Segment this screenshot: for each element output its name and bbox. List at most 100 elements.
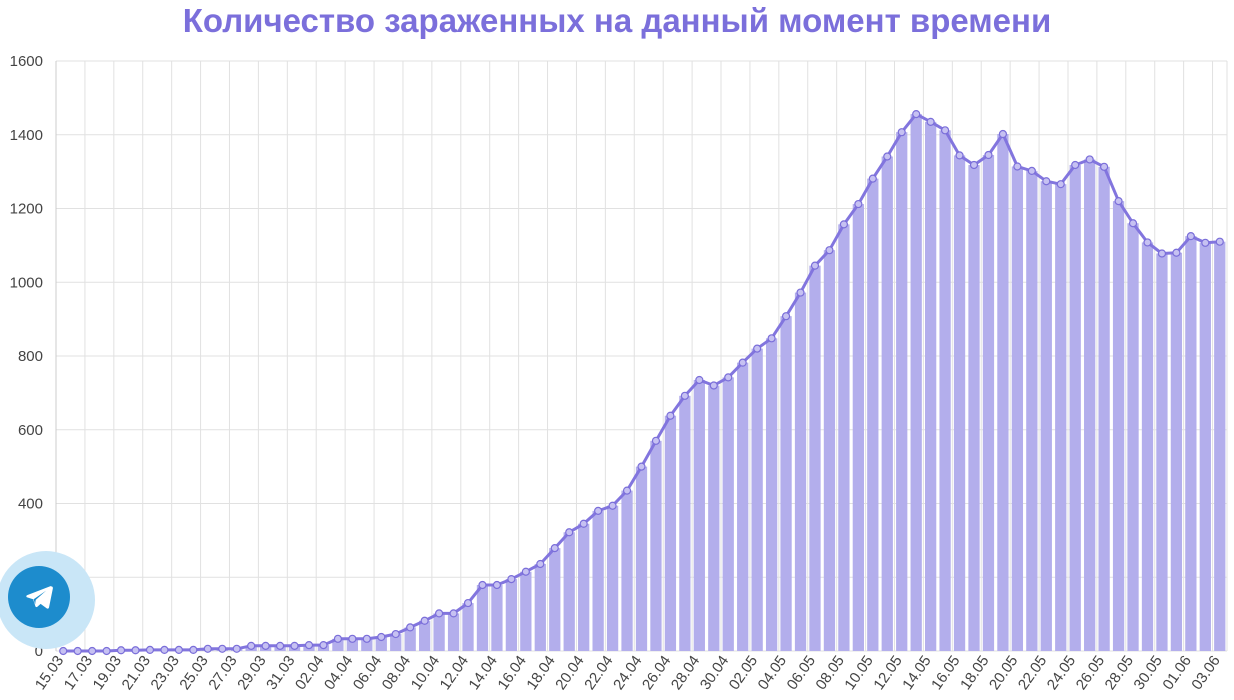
data-point: [1215, 237, 1224, 246]
x-tick-label: 19.03: [90, 653, 125, 694]
x-tick-label: 02.05: [726, 653, 761, 694]
bar: [737, 362, 749, 651]
data-point: [608, 501, 617, 510]
data-point: [926, 117, 935, 126]
bar: [1011, 166, 1024, 651]
x-tick-label: 25.03: [176, 653, 211, 694]
data-point: [767, 334, 776, 343]
data-point: [1157, 249, 1167, 258]
x-tick-label: 17.03: [61, 653, 96, 694]
x-tick-label: 16.05: [928, 653, 963, 694]
data-point: [912, 109, 921, 119]
data-point: [637, 462, 646, 471]
bar: [1156, 253, 1168, 652]
data-point: [218, 644, 227, 653]
bar: [1170, 252, 1183, 651]
data-point: [160, 645, 169, 654]
data-point: [753, 344, 762, 353]
bar: [476, 584, 489, 651]
x-tick-label: 10.04: [408, 653, 443, 694]
x-tick-label: 28.04: [668, 653, 703, 694]
data-point: [333, 634, 343, 643]
x-tick-label: 01.06: [1159, 653, 1194, 694]
x-tick-label: 04.05: [755, 653, 790, 694]
x-tick-label: 10.05: [841, 653, 876, 694]
x-tick-label: 12.04: [437, 653, 472, 694]
bar: [346, 638, 359, 651]
data-point: [521, 567, 530, 576]
bar: [838, 224, 850, 651]
bar: [549, 548, 561, 651]
data-point: [435, 609, 444, 618]
bar: [968, 164, 980, 652]
data-point: [868, 174, 877, 183]
data-point: [1071, 160, 1080, 170]
data-point: [651, 436, 661, 445]
bar: [563, 532, 575, 651]
x-tick-label: 24.04: [610, 653, 645, 694]
bar: [953, 155, 966, 651]
x-tick-label: 24.05: [1044, 653, 1079, 694]
x-tick-label: 18.04: [523, 653, 558, 694]
bar: [1084, 159, 1096, 652]
data-point: [622, 486, 632, 495]
x-tick-label: 02.04: [292, 653, 327, 694]
data-point: [738, 358, 747, 367]
telegram-plane-icon: [26, 586, 53, 609]
data-point: [1186, 232, 1195, 241]
bar: [867, 178, 879, 651]
bar: [404, 627, 416, 651]
data-point: [1143, 238, 1152, 247]
bar: [1098, 166, 1110, 652]
bar: [462, 603, 474, 651]
data-point: [391, 629, 400, 639]
bar: [592, 510, 604, 651]
data-point: [304, 640, 314, 650]
data-point: [232, 644, 241, 653]
data-point: [709, 381, 718, 390]
data-point: [88, 646, 97, 656]
data-point: [854, 199, 863, 209]
data-point: [1201, 238, 1210, 247]
bar: [693, 379, 705, 651]
data-point: [1172, 248, 1181, 257]
bar: [722, 377, 734, 651]
data-point: [362, 634, 371, 643]
data-point: [492, 580, 502, 590]
data-point: [275, 641, 285, 650]
bar: [1141, 242, 1154, 652]
bar: [578, 523, 590, 651]
y-tick-label: 800: [18, 348, 43, 365]
x-tick-label: 29.03: [234, 653, 269, 694]
x-tick-label: 03.06: [1188, 653, 1223, 694]
telegram-button[interactable]: [8, 566, 70, 628]
x-tick-label: 22.05: [1015, 653, 1050, 694]
data-point: [290, 641, 299, 650]
data-point: [883, 152, 892, 161]
data-point: [984, 150, 993, 160]
data-point: [1042, 177, 1051, 186]
x-tick-label: 22.04: [581, 653, 616, 694]
data-point: [724, 373, 733, 382]
x-tick-label: 31.03: [263, 653, 298, 694]
data-point: [463, 598, 473, 608]
bar: [751, 348, 763, 651]
bar: [1026, 170, 1038, 651]
x-tick-label: 26.04: [639, 653, 674, 694]
data-point: [59, 646, 68, 656]
bar: [419, 620, 431, 651]
data-point: [1013, 162, 1022, 171]
x-tick-label: 18.05: [957, 653, 992, 694]
bar: [997, 134, 1009, 651]
bar: [1112, 201, 1125, 651]
data-point: [594, 506, 603, 515]
data-point: [507, 574, 516, 584]
x-tick-label: 14.05: [899, 653, 934, 694]
x-tick-label: 16.04: [494, 653, 529, 694]
bar: [1069, 164, 1081, 652]
data-point: [116, 646, 126, 655]
x-tick-label: 12.05: [870, 653, 905, 694]
bar: [1214, 241, 1226, 651]
bar: [635, 466, 648, 651]
